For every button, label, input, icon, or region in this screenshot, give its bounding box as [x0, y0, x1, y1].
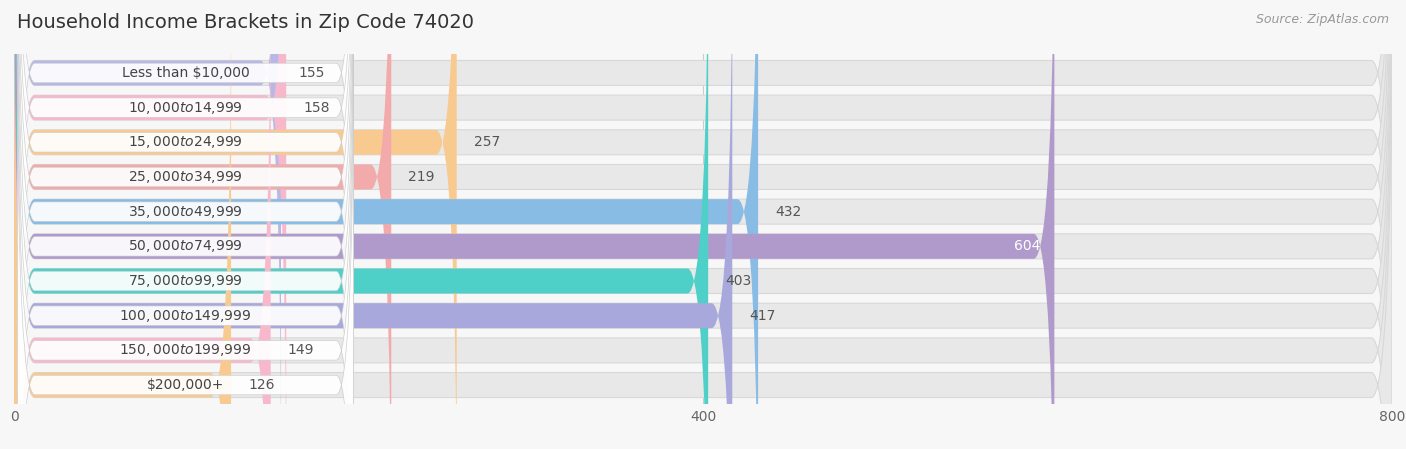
FancyBboxPatch shape — [14, 0, 271, 449]
Text: 158: 158 — [304, 101, 330, 114]
Text: Source: ZipAtlas.com: Source: ZipAtlas.com — [1256, 13, 1389, 26]
FancyBboxPatch shape — [14, 0, 281, 449]
Bar — [14, 368, 1392, 402]
FancyBboxPatch shape — [14, 0, 1392, 449]
Text: 219: 219 — [409, 170, 434, 184]
FancyBboxPatch shape — [14, 0, 1392, 449]
FancyBboxPatch shape — [14, 0, 1392, 449]
FancyBboxPatch shape — [14, 0, 287, 449]
Text: $200,000+: $200,000+ — [146, 378, 224, 392]
FancyBboxPatch shape — [14, 0, 391, 449]
Bar — [14, 160, 1392, 194]
Text: 604: 604 — [1014, 239, 1040, 253]
FancyBboxPatch shape — [17, 0, 353, 449]
Text: 155: 155 — [298, 66, 325, 80]
FancyBboxPatch shape — [17, 48, 353, 449]
FancyBboxPatch shape — [14, 0, 1392, 449]
FancyBboxPatch shape — [17, 0, 353, 449]
FancyBboxPatch shape — [17, 0, 353, 449]
FancyBboxPatch shape — [14, 0, 1392, 449]
FancyBboxPatch shape — [17, 0, 353, 410]
Text: $100,000 to $149,999: $100,000 to $149,999 — [120, 308, 252, 324]
FancyBboxPatch shape — [17, 13, 353, 449]
Bar — [14, 56, 1392, 90]
Bar — [14, 298, 1392, 333]
FancyBboxPatch shape — [14, 0, 1392, 449]
FancyBboxPatch shape — [14, 0, 709, 449]
FancyBboxPatch shape — [14, 0, 1392, 449]
FancyBboxPatch shape — [14, 0, 733, 449]
Text: $10,000 to $14,999: $10,000 to $14,999 — [128, 100, 243, 116]
Text: 257: 257 — [474, 135, 501, 150]
Text: $50,000 to $74,999: $50,000 to $74,999 — [128, 238, 243, 254]
Text: 432: 432 — [775, 205, 801, 219]
Text: $75,000 to $99,999: $75,000 to $99,999 — [128, 273, 243, 289]
Bar — [14, 90, 1392, 125]
Text: 403: 403 — [725, 274, 752, 288]
Bar — [14, 194, 1392, 229]
FancyBboxPatch shape — [14, 0, 231, 449]
FancyBboxPatch shape — [14, 0, 1392, 449]
Text: $35,000 to $49,999: $35,000 to $49,999 — [128, 204, 243, 220]
FancyBboxPatch shape — [14, 0, 1054, 449]
FancyBboxPatch shape — [14, 0, 1392, 449]
Text: 126: 126 — [249, 378, 274, 392]
Bar — [14, 333, 1392, 368]
Text: Less than $10,000: Less than $10,000 — [121, 66, 249, 80]
FancyBboxPatch shape — [17, 0, 353, 449]
Text: 417: 417 — [749, 308, 776, 323]
FancyBboxPatch shape — [14, 0, 457, 449]
Text: $15,000 to $24,999: $15,000 to $24,999 — [128, 134, 243, 150]
Text: Household Income Brackets in Zip Code 74020: Household Income Brackets in Zip Code 74… — [17, 13, 474, 32]
FancyBboxPatch shape — [14, 0, 758, 449]
Bar — [14, 125, 1392, 160]
Text: $150,000 to $199,999: $150,000 to $199,999 — [120, 342, 252, 358]
FancyBboxPatch shape — [14, 0, 1392, 449]
Text: 149: 149 — [288, 343, 315, 357]
FancyBboxPatch shape — [17, 0, 353, 445]
Text: $25,000 to $34,999: $25,000 to $34,999 — [128, 169, 243, 185]
FancyBboxPatch shape — [17, 0, 353, 449]
Bar — [14, 264, 1392, 298]
FancyBboxPatch shape — [17, 0, 353, 449]
Bar — [14, 229, 1392, 264]
